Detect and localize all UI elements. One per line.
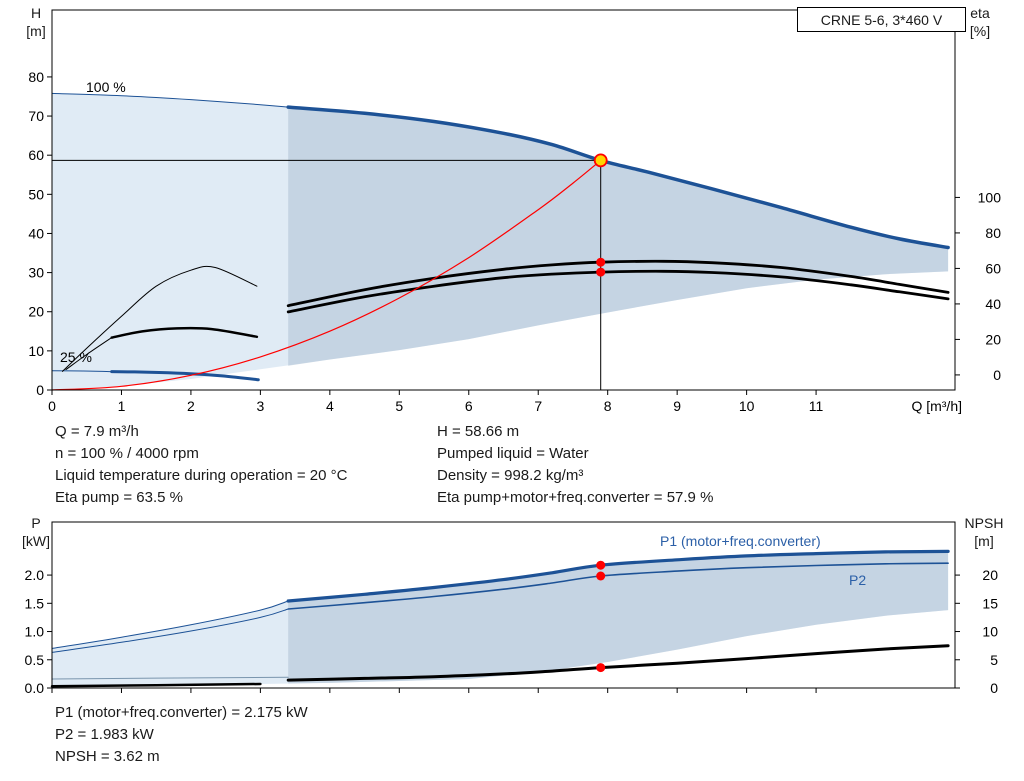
- eta-total-point: [596, 267, 606, 277]
- p-low-speed-thin-line: [51, 676, 289, 680]
- tick-label: 0: [990, 680, 998, 696]
- eta-curve-reduced-extension: [65, 337, 113, 371]
- duty-results-right-column: H = 58.66 m Pumped liquid = Water Densit…: [437, 421, 713, 509]
- result-speed: n = 100 % / 4000 rpm: [55, 445, 199, 462]
- duty-point[interactable]: [593, 153, 608, 168]
- eta-pump-point: [596, 257, 606, 267]
- h-axis-title: H [m]: [14, 4, 58, 40]
- p2-curve-label: P2: [849, 572, 866, 588]
- p-axis-title: P [kW]: [14, 514, 58, 550]
- result-liquid-temperature: Liquid temperature during operation = 20…: [55, 467, 348, 484]
- p2-point: [596, 571, 606, 581]
- p1-extension: [51, 600, 289, 649]
- p-axis-unit: [kW]: [22, 533, 50, 549]
- tick-label: 80: [28, 69, 44, 85]
- result-eta-pump: Eta pump = 63.5 %: [55, 489, 183, 506]
- tick-label: 1: [118, 398, 126, 414]
- hq-eta-chart: 0 1 2 3 4 5 6 7 8 9 10 11 Q [m³/h] 0 10 20 30 40 50 60 70 80 0…: [28, 9, 1002, 414]
- eta-axis-unit: [%]: [969, 23, 991, 39]
- tick-label: 60: [28, 147, 44, 163]
- eta-axis-symbol: eta: [970, 5, 990, 21]
- pump-model-label: CRNE 5-6, 3*460 V: [820, 11, 943, 28]
- pump-curve-100: [286, 105, 950, 250]
- result-p2: P2 = 1.983 kW: [55, 726, 154, 743]
- p-low-speed-line: [50, 682, 262, 688]
- tick-label: 3: [256, 398, 264, 414]
- speed-25-label: 25 %: [60, 349, 92, 365]
- tick-label: 4: [326, 398, 334, 414]
- tick-label: 40: [28, 225, 44, 241]
- tick-label: 0.0: [25, 680, 45, 696]
- tick-label: 8: [604, 398, 612, 414]
- tick-label: 0: [993, 367, 1001, 383]
- tick-label: 15: [982, 595, 998, 611]
- tick-label: 6: [465, 398, 473, 414]
- tick-label: 5: [990, 652, 998, 668]
- npsh-axis-unit: [m]: [974, 533, 994, 549]
- power-npsh-chart: 0.0 0.5 1.0 1.5 2.0 0 5 10 15 20 P1 (motor+freq.co…: [25, 521, 998, 696]
- tick-label: 11: [809, 398, 824, 414]
- tick-label: 1.0: [25, 624, 45, 640]
- result-flow: Q = 7.9 m³/h: [55, 423, 139, 440]
- tick-label: 20: [28, 304, 44, 320]
- x-axis-unit-label: Q [m³/h]: [911, 398, 962, 414]
- npsh-axis-symbol: NPSH: [964, 515, 1004, 531]
- power-envelope-dark: [288, 551, 949, 684]
- npsh-axis-title: NPSH [m]: [955, 514, 1013, 550]
- h-axis-unit: [m]: [26, 23, 46, 39]
- eta-total-curve: [286, 269, 950, 314]
- p-axis-symbol: P: [31, 515, 41, 531]
- pump-curve-25-extension: [51, 370, 113, 373]
- power-npsh-chart-frame: [51, 521, 956, 689]
- tick-label: 1.5: [25, 595, 45, 611]
- result-npsh: NPSH = 3.62 m: [55, 748, 160, 765]
- result-density: Density = 998.2 kg/m³: [437, 467, 584, 484]
- p1-curve-label: P1 (motor+freq.converter): [660, 533, 821, 549]
- eta-pump-curve: [286, 259, 950, 308]
- tick-label: 100: [978, 189, 1002, 205]
- speed-envelope-dark: [288, 107, 949, 366]
- tick-label: 60: [985, 260, 1001, 276]
- tick-label: 2.0: [25, 567, 45, 583]
- tick-label: 20: [982, 567, 998, 583]
- result-pumped-liquid: Pumped liquid = Water: [437, 445, 589, 462]
- tick-label: 5: [395, 398, 403, 414]
- pump-curve-100-extension: [51, 92, 289, 108]
- power-results-column: P1 (motor+freq.converter) = 2.175 kW P2 …: [55, 702, 308, 768]
- tick-label: 10: [28, 343, 44, 359]
- tick-label: 0: [36, 382, 44, 398]
- npsh-point: [596, 663, 606, 673]
- result-p1: P1 (motor+freq.converter) = 2.175 kW: [55, 704, 308, 721]
- duty-results-left-column: Q = 7.9 m³/h n = 100 % / 4000 rpm Liquid…: [55, 421, 347, 509]
- p1-point: [596, 560, 606, 570]
- speed-100-label: 100 %: [86, 79, 126, 95]
- hq-eta-chart-frame: [51, 9, 956, 391]
- p2-extension: [51, 608, 289, 653]
- eta-curve-reduced-speed-thin: [61, 265, 258, 372]
- tick-label: 10: [982, 624, 998, 640]
- tick-label: 20: [985, 331, 1001, 347]
- pump-curve-25: [110, 370, 260, 382]
- system-curve: [51, 159, 602, 391]
- eta-axis-title: eta [%]: [957, 4, 1003, 40]
- tick-label: 40: [985, 296, 1001, 312]
- tick-label: 30: [28, 265, 44, 281]
- eta-curve-reduced-speed-thick: [110, 326, 259, 339]
- tick-label: 2: [187, 398, 195, 414]
- tick-label: 10: [739, 398, 755, 414]
- tick-label: 7: [534, 398, 542, 414]
- tick-label: 80: [985, 225, 1001, 241]
- h-axis-symbol: H: [30, 5, 42, 21]
- result-eta-total: Eta pump+motor+freq.converter = 57.9 %: [437, 489, 714, 506]
- tick-label: 0.5: [25, 652, 45, 668]
- tick-label: 70: [28, 108, 44, 124]
- tick-label: 0: [48, 398, 56, 414]
- tick-label: 50: [28, 186, 44, 202]
- result-head: H = 58.66 m: [437, 423, 520, 440]
- pump-model-box: CRNE 5-6, 3*460 V: [797, 7, 966, 32]
- tick-label: 9: [673, 398, 681, 414]
